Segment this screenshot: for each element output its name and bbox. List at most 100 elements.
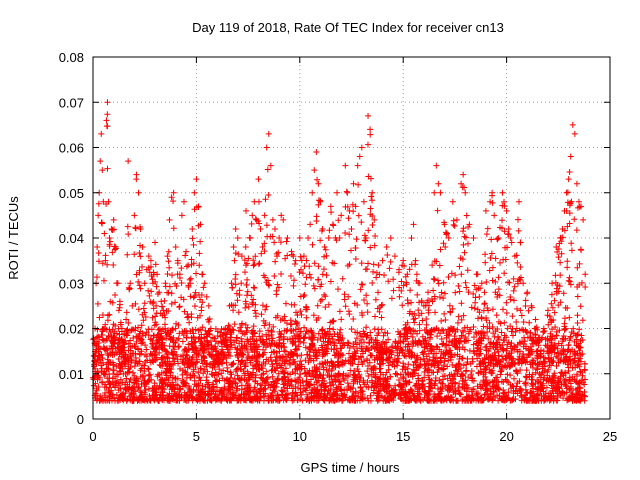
data-point (159, 303, 166, 310)
data-point (334, 392, 341, 399)
data-point (421, 368, 428, 375)
data-point (517, 239, 524, 246)
data-point (460, 228, 467, 235)
data-point (440, 362, 447, 369)
data-point (234, 372, 241, 379)
data-point (390, 287, 397, 294)
data-point (189, 225, 196, 232)
data-point (242, 243, 249, 250)
data-point (96, 374, 103, 381)
data-point (337, 326, 344, 333)
data-point (482, 344, 489, 351)
data-point (102, 390, 109, 397)
data-point (238, 382, 245, 389)
data-point (195, 327, 202, 334)
data-point (456, 263, 463, 270)
data-point (344, 380, 351, 387)
data-point (241, 385, 248, 392)
data-point (526, 394, 533, 401)
data-point (187, 374, 194, 381)
data-point (218, 326, 225, 333)
data-point (191, 303, 198, 310)
data-point (110, 261, 117, 268)
data-point (483, 391, 490, 398)
data-point (230, 244, 237, 251)
data-point (191, 381, 198, 388)
data-point (339, 396, 346, 403)
data-point (445, 273, 452, 280)
data-point (416, 299, 423, 306)
data-point (355, 181, 362, 188)
data-point (131, 251, 138, 258)
data-point (269, 366, 276, 373)
data-point (149, 314, 156, 321)
data-point (460, 241, 467, 248)
data-point (199, 396, 206, 403)
data-point (319, 375, 326, 382)
data-point (549, 387, 556, 394)
data-point (101, 369, 108, 376)
data-point (346, 231, 353, 238)
data-point (488, 250, 495, 257)
data-point (115, 380, 122, 387)
data-point (524, 289, 531, 296)
data-point (109, 227, 116, 234)
data-point (493, 312, 500, 319)
data-point (579, 317, 586, 324)
data-point (125, 340, 132, 347)
data-point (335, 378, 342, 385)
data-point (368, 377, 375, 384)
data-point (548, 291, 555, 298)
data-point (372, 384, 379, 391)
x-axis-label: GPS time / hours (301, 460, 400, 475)
data-point (265, 192, 272, 198)
data-point (224, 364, 231, 371)
data-point (248, 346, 255, 353)
data-point (156, 361, 163, 368)
data-point (300, 382, 307, 389)
data-point (98, 368, 105, 375)
data-point (169, 272, 176, 279)
data-point (572, 332, 579, 339)
data-point (352, 256, 359, 263)
data-point (350, 180, 357, 187)
data-point (170, 355, 177, 362)
data-point (464, 267, 471, 274)
data-point (244, 288, 251, 295)
data-point (489, 277, 496, 284)
data-point (396, 376, 403, 383)
data-point (513, 367, 520, 374)
data-point (116, 298, 123, 305)
data-point (344, 262, 351, 269)
data-point (343, 188, 350, 195)
data-point (440, 327, 447, 334)
data-point (425, 309, 432, 316)
data-point (433, 162, 440, 169)
data-point (287, 361, 294, 368)
data-point (564, 305, 571, 312)
data-point (125, 158, 132, 165)
data-point (249, 212, 256, 219)
data-point (522, 302, 529, 309)
data-point (241, 269, 248, 276)
data-point (149, 276, 156, 283)
data-point (561, 315, 568, 322)
data-point (310, 282, 317, 289)
data-point (505, 279, 512, 286)
data-point (482, 363, 489, 370)
data-point (355, 212, 362, 219)
data-point (104, 312, 111, 319)
data-point (532, 316, 539, 323)
data-point (227, 386, 234, 393)
data-point (243, 282, 250, 289)
data-point (512, 329, 519, 336)
data-point (508, 340, 515, 347)
data-point (431, 276, 438, 283)
data-point (264, 233, 271, 240)
data-point (132, 377, 139, 384)
data-point (472, 299, 479, 306)
data-point (495, 274, 502, 281)
data-point (456, 288, 463, 295)
data-point (138, 381, 145, 388)
data-point (160, 380, 167, 387)
